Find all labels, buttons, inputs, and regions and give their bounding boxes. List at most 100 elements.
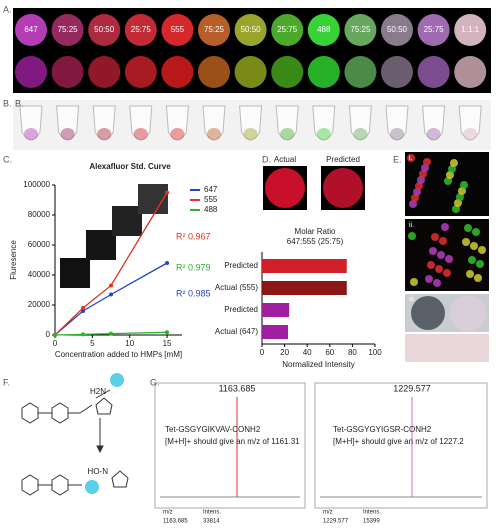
peptide: Tet-GSGYGYIGSR-CONH2: [333, 425, 432, 434]
note: [M+H]+ should give an m/z of 1227.2: [333, 437, 464, 446]
cell: [408, 232, 416, 240]
cell: [407, 154, 415, 162]
chart-title: Alexafluor Std. Curve: [89, 162, 171, 171]
dish: [450, 295, 486, 331]
cell: [474, 274, 482, 282]
y-tick-label: 20000: [28, 300, 51, 309]
tube: [56, 105, 80, 141]
data-point: [165, 190, 170, 195]
tube-liquid: [24, 128, 38, 140]
cell: [410, 278, 418, 286]
y-tick-label: 40000: [28, 270, 51, 279]
panel-label: C.: [3, 154, 12, 164]
x-tick-label: 5: [90, 339, 95, 348]
r-squared: R² 0.985: [176, 288, 211, 298]
x-tick-label: 0: [260, 348, 265, 357]
x-tick-label: 10: [125, 339, 134, 348]
cell: [460, 181, 468, 189]
panel-label: B.: [3, 98, 12, 108]
bar: [262, 303, 290, 317]
tube-liquid: [463, 128, 478, 140]
panel-label: D.: [262, 154, 271, 164]
color-circle: [381, 56, 413, 88]
tube-liquid: [426, 128, 441, 140]
inset: [112, 206, 142, 236]
spectrum-frame: [154, 382, 306, 509]
data-point: [109, 292, 114, 297]
color-circle: [198, 56, 230, 88]
image-label: Actual: [274, 155, 296, 164]
bead-icon: [85, 480, 99, 494]
cell-value: 15399: [363, 519, 380, 525]
y-tick-label: 80000: [28, 210, 51, 219]
tube-liquid: [280, 128, 295, 140]
circle-label: 75:25: [350, 25, 371, 34]
panel-label: E.: [393, 154, 402, 164]
dish: [411, 296, 445, 330]
tube-liquid: [316, 128, 331, 140]
circle-label: 25:75: [277, 25, 298, 34]
cell: [437, 251, 445, 259]
color-circle: [271, 14, 304, 46]
inset: [86, 230, 116, 260]
tube-liquid: [97, 128, 112, 140]
cell: [468, 256, 476, 264]
tube: [348, 105, 372, 141]
tube-liquid: [170, 128, 185, 140]
x-tick-label: 15: [163, 339, 172, 348]
color-circle: [381, 14, 413, 46]
data-point: [81, 309, 86, 313]
legend-label: 555: [204, 195, 218, 204]
tube: [458, 105, 482, 141]
cell: [439, 237, 447, 245]
tube: [275, 105, 299, 141]
cell: [470, 242, 478, 250]
cell: [443, 269, 451, 277]
chart-title: Molar Ratio: [295, 227, 336, 236]
x-tick-label: 60: [325, 348, 334, 357]
series-line: [54, 192, 168, 336]
data-point: [109, 283, 114, 288]
tube-liquid: [207, 128, 221, 140]
circle-label: 50:50: [387, 25, 408, 34]
color-circle: [88, 14, 121, 46]
r-squared: R² 0.979: [176, 262, 211, 272]
bead-icon: [110, 373, 124, 387]
tube-liquid: [353, 128, 368, 140]
color-circle: [417, 14, 450, 46]
y-tick-label: 0: [46, 330, 51, 339]
bar: [262, 325, 288, 339]
tube-liquid: [390, 128, 404, 140]
peak-label: 1163.685: [219, 383, 256, 393]
circle-label: 488: [317, 25, 331, 34]
tube: [422, 105, 446, 141]
tube: [129, 105, 153, 141]
data-point: [53, 333, 57, 337]
image-label: ii.: [409, 222, 414, 229]
cell: [462, 238, 470, 246]
cell: [478, 246, 486, 254]
data-point: [81, 306, 86, 310]
color-circle: [15, 56, 47, 88]
color-circle: [51, 56, 84, 88]
data-point: [165, 330, 170, 335]
circle-label: 75:25: [204, 25, 225, 34]
legend-label: 488: [204, 205, 218, 214]
y-axis-label: Fluresence: [9, 240, 18, 280]
tube-liquid: [133, 128, 148, 140]
y-tick-label: 100000: [23, 180, 50, 189]
structure: [21, 389, 129, 496]
tube-liquid: [243, 128, 258, 140]
x-axis-label: Normalized Intensity: [282, 360, 354, 369]
r-squared: R² 0.967: [176, 231, 211, 241]
tube: [385, 105, 409, 141]
color-circle: [454, 14, 487, 46]
data-point: [165, 261, 170, 265]
data-point: [81, 332, 86, 337]
cell: [466, 270, 474, 278]
color-circle: [454, 56, 487, 88]
category-label: Actual (647): [215, 327, 258, 336]
cell-value: 1163.685: [163, 519, 188, 525]
circle-label: 25:75: [424, 25, 445, 34]
